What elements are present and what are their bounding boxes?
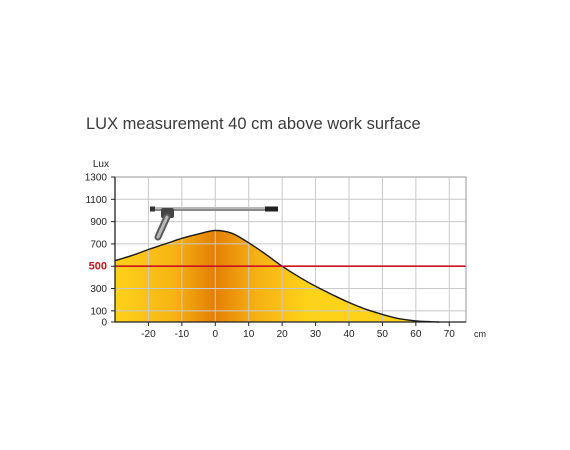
x-tick-label: 40: [343, 329, 355, 340]
y-tick-label: 1100: [85, 195, 107, 206]
x-tick-label: 20: [277, 329, 289, 340]
chart-title: LUX measurement 40 cm above work surface: [86, 115, 421, 133]
x-tick-label: 30: [310, 329, 322, 340]
lamp-icon: [150, 206, 278, 241]
y-tick-label: 1300: [85, 173, 108, 184]
x-axis-label: cm: [474, 329, 486, 339]
lux-area: [115, 230, 440, 322]
y-tick-label: 100: [90, 306, 107, 317]
x-tick-label: 70: [444, 329, 456, 340]
x-tick-label: 0: [213, 329, 219, 340]
x-tick-label: 60: [410, 329, 422, 340]
x-tick-label: 50: [377, 329, 389, 340]
y-axis-label: Lux: [93, 159, 109, 170]
y-tick-label: 700: [90, 239, 107, 250]
y-tick-label: 900: [90, 217, 107, 228]
y-tick-label: 500: [89, 261, 107, 273]
x-tick-label: -20: [141, 329, 156, 340]
y-tick-label: 300: [90, 284, 107, 295]
x-tick-label: -10: [175, 329, 190, 340]
y-tick-label: 0: [101, 318, 107, 329]
x-tick-label: 10: [243, 329, 255, 340]
